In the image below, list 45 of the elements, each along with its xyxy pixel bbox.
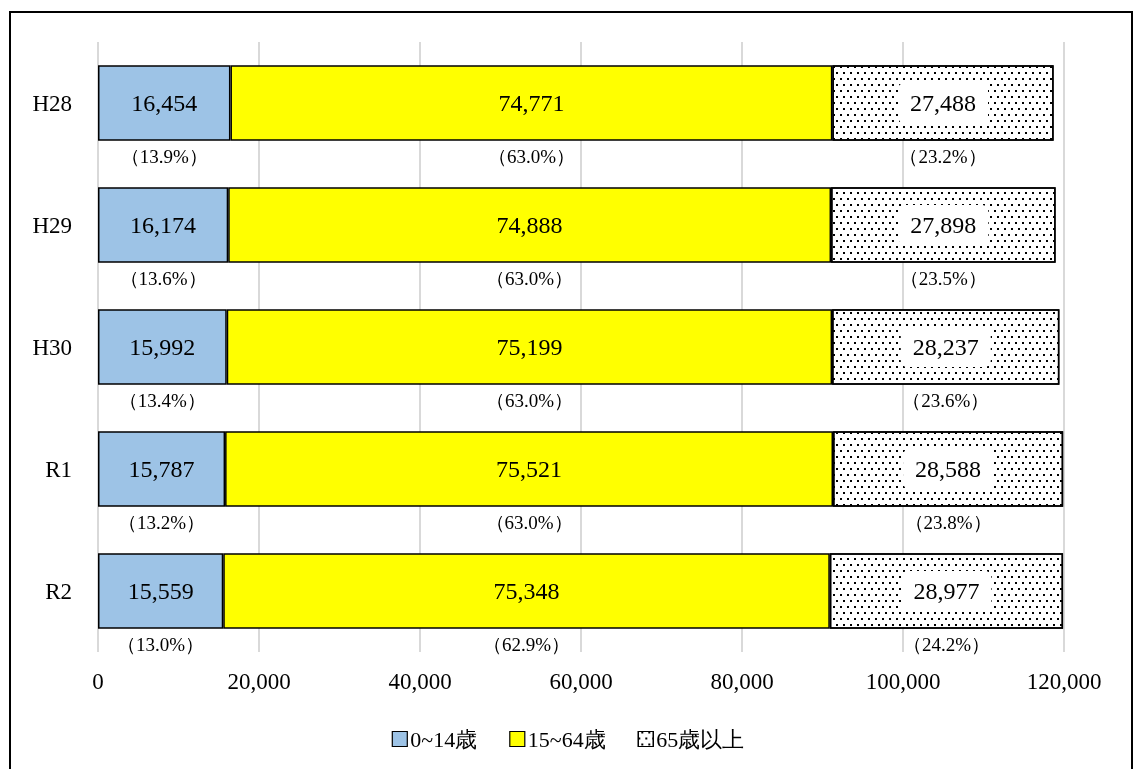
y-tick-label: H30 — [32, 334, 72, 360]
annotation: （13.4%） — [118, 390, 206, 412]
data-label: 75,521 — [496, 456, 563, 482]
annotation: （63.0%） — [485, 390, 573, 412]
annotation: （23.5%） — [899, 268, 987, 290]
annotation: （13.6%） — [119, 268, 207, 290]
annotation: （23.6%） — [902, 390, 990, 412]
data-label: 28,588 — [915, 456, 982, 482]
y-tick-label: R2 — [45, 578, 72, 604]
annotation: （63.0%） — [487, 146, 575, 168]
data-label: 16,454 — [131, 90, 198, 116]
annotation: （63.0%） — [486, 268, 574, 290]
annotation: （24.2%） — [902, 634, 990, 656]
y-tick-label: R1 — [45, 456, 72, 482]
annotation: （13.0%） — [117, 634, 205, 656]
legend-label: 65歳以上 — [656, 726, 745, 752]
annotation: （63.0%） — [485, 512, 573, 534]
annotation: （23.2%） — [899, 146, 987, 168]
data-label: 15,559 — [127, 578, 194, 604]
annotation: （23.8%） — [904, 512, 992, 534]
data-label: 15,787 — [128, 456, 195, 482]
annotation: （13.2%） — [118, 512, 206, 534]
data-label: 28,977 — [913, 578, 980, 604]
annotation: （62.9%） — [482, 634, 571, 656]
data-label: 27,898 — [910, 212, 977, 238]
data-label: 74,888 — [496, 212, 563, 238]
data-label: 28,237 — [912, 334, 979, 360]
annotation: （13.9%） — [120, 146, 208, 168]
x-tick-label: 0 — [92, 669, 104, 694]
data-label: 15,992 — [129, 334, 196, 360]
data-label: 75,199 — [496, 334, 563, 360]
x-tick-label: 60,000 — [549, 669, 613, 694]
x-tick-label: 80,000 — [710, 669, 774, 694]
x-tick-label: 120,000 — [1026, 669, 1102, 694]
data-label: 74,771 — [498, 90, 565, 116]
x-tick-label: 20,000 — [227, 669, 291, 694]
y-tick-label: H29 — [32, 212, 72, 238]
x-tick-label: 100,000 — [865, 669, 941, 694]
data-label: 16,174 — [130, 212, 197, 238]
data-label: 27,488 — [910, 90, 976, 116]
y-tick-label: H28 — [32, 90, 72, 116]
data-label: 75,348 — [493, 578, 560, 604]
x-tick-label: 40,000 — [388, 669, 452, 694]
legend-label: 15~64歳 — [527, 726, 606, 752]
legend-label: 0~14歳 — [410, 726, 478, 752]
